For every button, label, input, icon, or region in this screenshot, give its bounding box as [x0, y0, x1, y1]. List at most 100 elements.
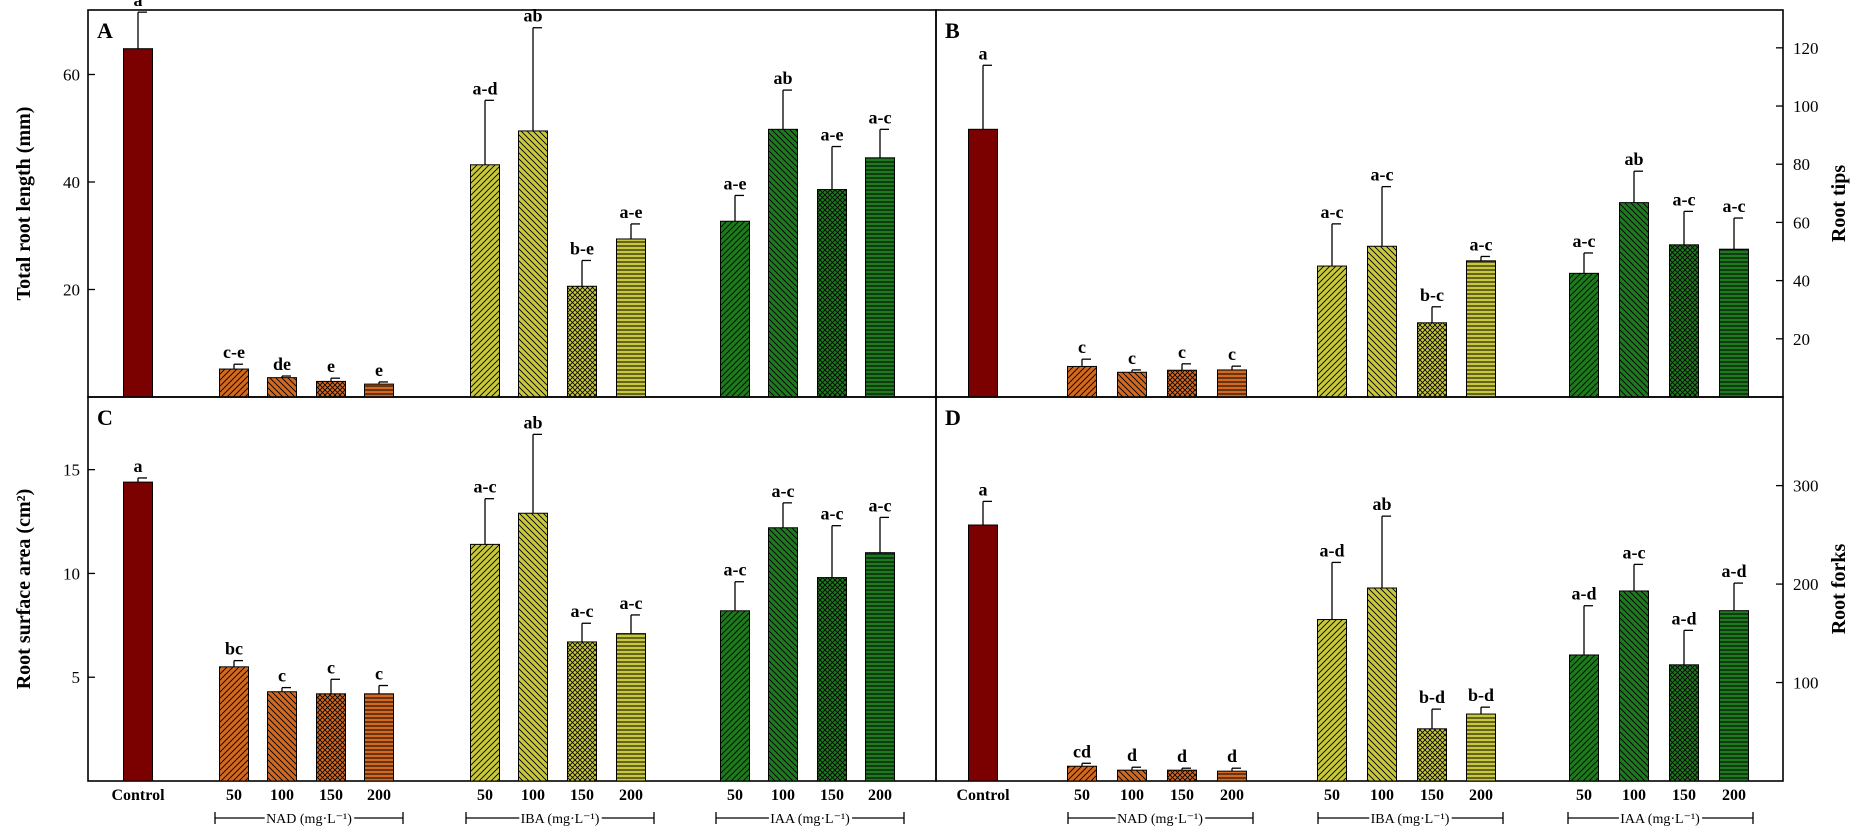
bar-hatch	[1669, 244, 1699, 397]
x-label-iba-200: 200	[619, 787, 643, 804]
panel-letter: A	[97, 18, 113, 43]
x-labels-left: Control 50 100 150 200 50 100 150 200 50…	[111, 787, 892, 804]
bar-hatch	[1569, 273, 1599, 397]
bar-hatch	[768, 527, 798, 781]
significance-letter: ab	[1624, 149, 1643, 169]
bar-hatch	[1417, 728, 1447, 781]
y-tick-label: 60	[63, 66, 80, 85]
bar-hatch	[518, 513, 548, 781]
bar	[968, 524, 998, 782]
y-axis-label: Root surface area (cm²)	[13, 489, 35, 690]
significance-letter: c	[1178, 342, 1186, 362]
panel-frame	[935, 396, 1784, 782]
significance-letter: a-c	[474, 477, 497, 497]
y-tick-label: 100	[1793, 674, 1819, 693]
bar-hatch	[1367, 588, 1397, 781]
x-label-nad-200-r: 200	[1220, 787, 1244, 804]
y-tick-label: 60	[1793, 213, 1810, 232]
significance-letter: a-e	[620, 202, 643, 222]
significance-letter: a-d	[1721, 561, 1746, 581]
bracket-iba	[465, 812, 655, 824]
chart-panels: A 20 40 60 Total root length (mm) a c-e de e e a-d…	[13, 0, 1850, 782]
significance-letter: e	[327, 356, 335, 376]
bar-hatch	[267, 691, 297, 781]
bar-hatch	[817, 577, 847, 781]
significance-letter: a-c	[1723, 196, 1746, 216]
panel-D: D 100 200 300 Root forks a cd d d d a-d ab b-d b-d a-d…	[935, 396, 1850, 782]
bar-hatch	[567, 641, 597, 781]
significance-letter: c	[1128, 348, 1136, 368]
group-brackets-left	[214, 812, 905, 824]
x-label-iba-150: 150	[570, 787, 594, 804]
x-label-iba-50-r: 50	[1324, 787, 1340, 804]
group-label-iba-r: IBA (mg·L⁻¹)	[1371, 812, 1450, 827]
bar-hatch	[1619, 202, 1649, 397]
significance-letter: a-c	[724, 560, 747, 580]
bar-hatch	[1117, 770, 1147, 781]
significance-letter: a-d	[1671, 608, 1696, 628]
y-tick-label: 200	[1793, 575, 1819, 594]
group-label-nad-r: NAD (mg·L⁻¹)	[1117, 812, 1203, 827]
x-label-iaa-50: 50	[727, 787, 743, 804]
significance-letter: d	[1177, 746, 1187, 766]
bar-hatch	[1466, 260, 1496, 397]
significance-letter: a	[134, 0, 143, 10]
significance-letter: a-c	[571, 601, 594, 621]
significance-letter: a-c	[1623, 542, 1646, 562]
significance-letter: a-c	[1371, 165, 1394, 185]
significance-letter: ab	[1372, 494, 1391, 514]
x-label-nad-200: 200	[367, 787, 391, 804]
significance-letter: cd	[1073, 741, 1091, 761]
bracket-iaa-r	[1567, 812, 1754, 824]
bar-hatch	[1217, 369, 1247, 397]
panel-frame	[87, 9, 937, 398]
significance-letter: ab	[523, 412, 542, 432]
bar-hatch	[1669, 664, 1699, 781]
bar	[123, 48, 153, 398]
x-label-nad-100: 100	[270, 787, 294, 804]
panel-frame	[87, 396, 937, 782]
bar-hatch	[1067, 766, 1097, 781]
y-tick-label: 300	[1793, 477, 1819, 496]
bar-hatch	[817, 189, 847, 397]
group-label-iba: IBA (mg·L⁻¹)	[521, 812, 600, 827]
group-labels: NAD (mg·L⁻¹) IBA (mg·L⁻¹) IAA (mg·L⁻¹) N…	[263, 809, 1703, 830]
y-tick-label: 100	[1793, 97, 1819, 116]
y-axis-label: Root tips	[1828, 165, 1850, 242]
bar-hatch	[616, 633, 646, 781]
significance-letter: c	[375, 664, 383, 684]
bar-hatch	[1619, 590, 1649, 781]
x-label-nad-150-r: 150	[1170, 787, 1194, 804]
bracket-nad	[214, 812, 404, 824]
y-tick-label: 20	[63, 281, 80, 300]
bar-hatch	[1167, 370, 1197, 397]
bar-hatch	[1719, 610, 1749, 781]
significance-letter: a	[134, 456, 143, 476]
bar-hatch	[1167, 770, 1197, 781]
x-label-iba-150-r: 150	[1420, 787, 1444, 804]
x-label-iba-50: 50	[477, 787, 493, 804]
significance-letter: b-e	[570, 238, 594, 258]
panel-B: B 20 40 60 80 100 120 Root tips a c c c c a-c a-c b-c a-…	[935, 9, 1850, 398]
bar-hatch	[1217, 771, 1247, 781]
group-label-iaa: IAA (mg·L⁻¹)	[770, 812, 850, 827]
y-tick-label: 10	[63, 564, 80, 583]
bar-hatch	[219, 666, 249, 781]
significance-letter: c	[1078, 337, 1086, 357]
panel-letter: C	[97, 405, 113, 430]
significance-letter: a-d	[472, 78, 497, 98]
significance-letter: a-c	[1673, 189, 1696, 209]
x-label-iba-100-r: 100	[1370, 787, 1394, 804]
bar-hatch	[567, 286, 597, 397]
bar-hatch	[1719, 249, 1749, 397]
bar-hatch	[470, 544, 500, 781]
y-tick-label: 15	[63, 461, 80, 480]
significance-letter: a-c	[869, 107, 892, 127]
x-labels-right: Control 50 100 150 200 50 100 150 200 50…	[956, 787, 1746, 804]
bar-hatch	[316, 381, 346, 397]
significance-letter: a-d	[1319, 540, 1344, 560]
significance-letter: b-d	[1419, 687, 1445, 707]
bar-hatch	[616, 238, 646, 397]
y-tick-label: 80	[1793, 155, 1810, 174]
y-tick-label: 5	[72, 668, 81, 687]
